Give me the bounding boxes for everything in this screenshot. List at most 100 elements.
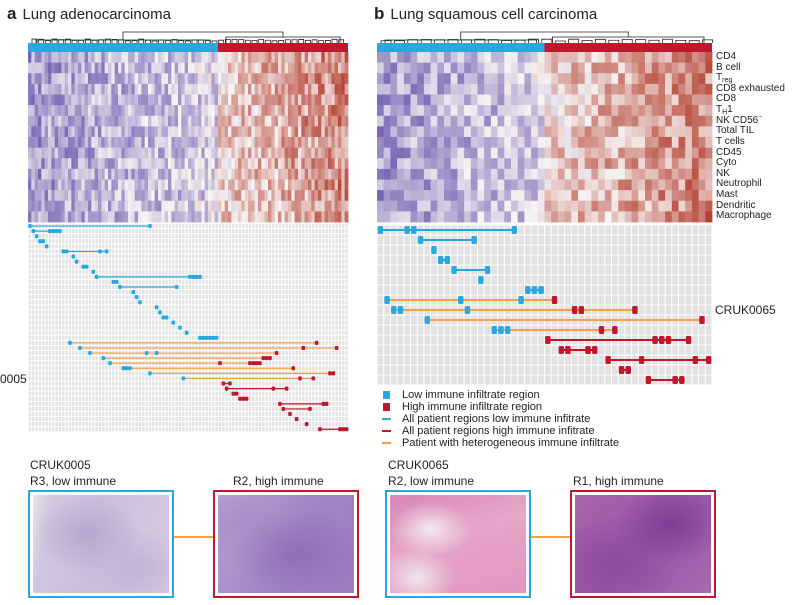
grid-cell [38,305,42,310]
grid-cell [298,249,302,254]
grid-cell [192,239,195,244]
heatmap-cell [214,200,219,212]
grid-cell [35,279,38,284]
heatmap-cell [390,137,398,149]
grid-cell [152,254,155,259]
heatmap-cell [151,168,156,180]
grid-cell [328,351,332,356]
heatmap-cell [114,105,119,117]
heatmap-cell [618,62,626,74]
heatmap-cell [658,115,666,127]
heatmap-cell [611,179,619,191]
grid-cell [288,310,292,315]
heatmap-cell [685,190,693,202]
heatmap-cell [284,62,289,74]
grid-cell [202,269,205,274]
heatmap-cell [301,62,306,74]
heatmap-cell [254,158,259,170]
heatmap-cell [301,200,306,212]
heatmap-cell [524,94,532,106]
grid-cell [332,274,335,279]
grid-cell [102,295,105,300]
heatmap-cell [671,52,679,64]
heatmap-cell [74,126,79,138]
heatmap-cell [304,126,309,138]
heatmap-cell [164,211,169,223]
heatmap-cell [54,179,59,191]
heatmap-cell [544,126,552,138]
grid-cell [55,345,58,350]
heatmap-cell [524,62,532,74]
grid-cell [258,305,262,310]
heatmap-cell [318,62,322,74]
grid-cell [152,249,155,254]
grid-cell [202,310,205,315]
heatmap-cell [168,52,172,64]
heatmap-cell [410,179,418,191]
grid-cell [45,295,48,300]
grid-cell [105,320,108,325]
grid-cell [32,284,35,290]
heatmap-cell [101,200,106,212]
grid-cell [255,330,258,335]
grid-cell [208,259,212,264]
heatmap-cell [517,211,525,223]
heatmap-cell [457,179,465,191]
heatmap-cell [131,126,136,138]
heatmap-cell [288,105,292,117]
grid-cell [162,234,165,239]
grid-cell [182,284,185,290]
grid-cell [262,269,265,274]
grid-cell [185,325,188,330]
heatmap-cell [497,158,505,170]
grid-cell [302,244,305,249]
grid-cell [118,269,122,274]
heatmap-cell [78,73,82,85]
grid-cell [272,335,275,340]
heatmap-cell [511,62,519,74]
grid-cell [228,325,232,330]
heatmap-cell [54,126,59,138]
heatmap-cell [88,179,92,191]
grid-cell [128,300,132,305]
heatmap-cell [54,200,59,212]
grid-cell [318,229,322,234]
grid-cell [165,290,168,295]
grid-cell [278,254,282,259]
heatmap-cell [524,52,532,64]
grid-cell [265,239,268,244]
heatmap-cell [321,94,326,106]
heatmap-cell [191,147,196,159]
heatmap-cell [131,211,136,223]
grid-cell [38,274,42,279]
grid-cell [238,315,242,320]
heatmap-cell [537,137,545,149]
grid-cell [195,330,198,335]
heatmap-cell [314,83,319,95]
grid-cell [322,224,325,229]
heatmap-cell [141,158,146,170]
grid-cell [312,330,315,335]
heatmap-cell [154,62,159,74]
heatmap-cell [138,115,142,127]
heatmap-cell [288,147,292,159]
heatmap-cell [214,105,219,117]
heatmap-cell [178,179,182,191]
grid-cell [312,315,315,320]
heatmap-cell [464,83,472,95]
grid-cell [322,269,325,274]
heatmap-cell [430,158,438,170]
heatmap-cell [118,83,122,95]
heatmap-cell [81,94,86,106]
heatmap-cell [191,83,196,95]
dendrogram-leaf [264,39,271,43]
heatmap-cell [251,190,256,202]
heatmap-cell [651,200,659,212]
grid-cell [192,320,195,325]
grid-cell [282,330,285,335]
heatmap-cell [268,83,272,95]
grid-cell [148,335,152,340]
grid-cell [285,290,288,295]
grid-cell [65,269,68,274]
grid-cell [165,259,168,264]
